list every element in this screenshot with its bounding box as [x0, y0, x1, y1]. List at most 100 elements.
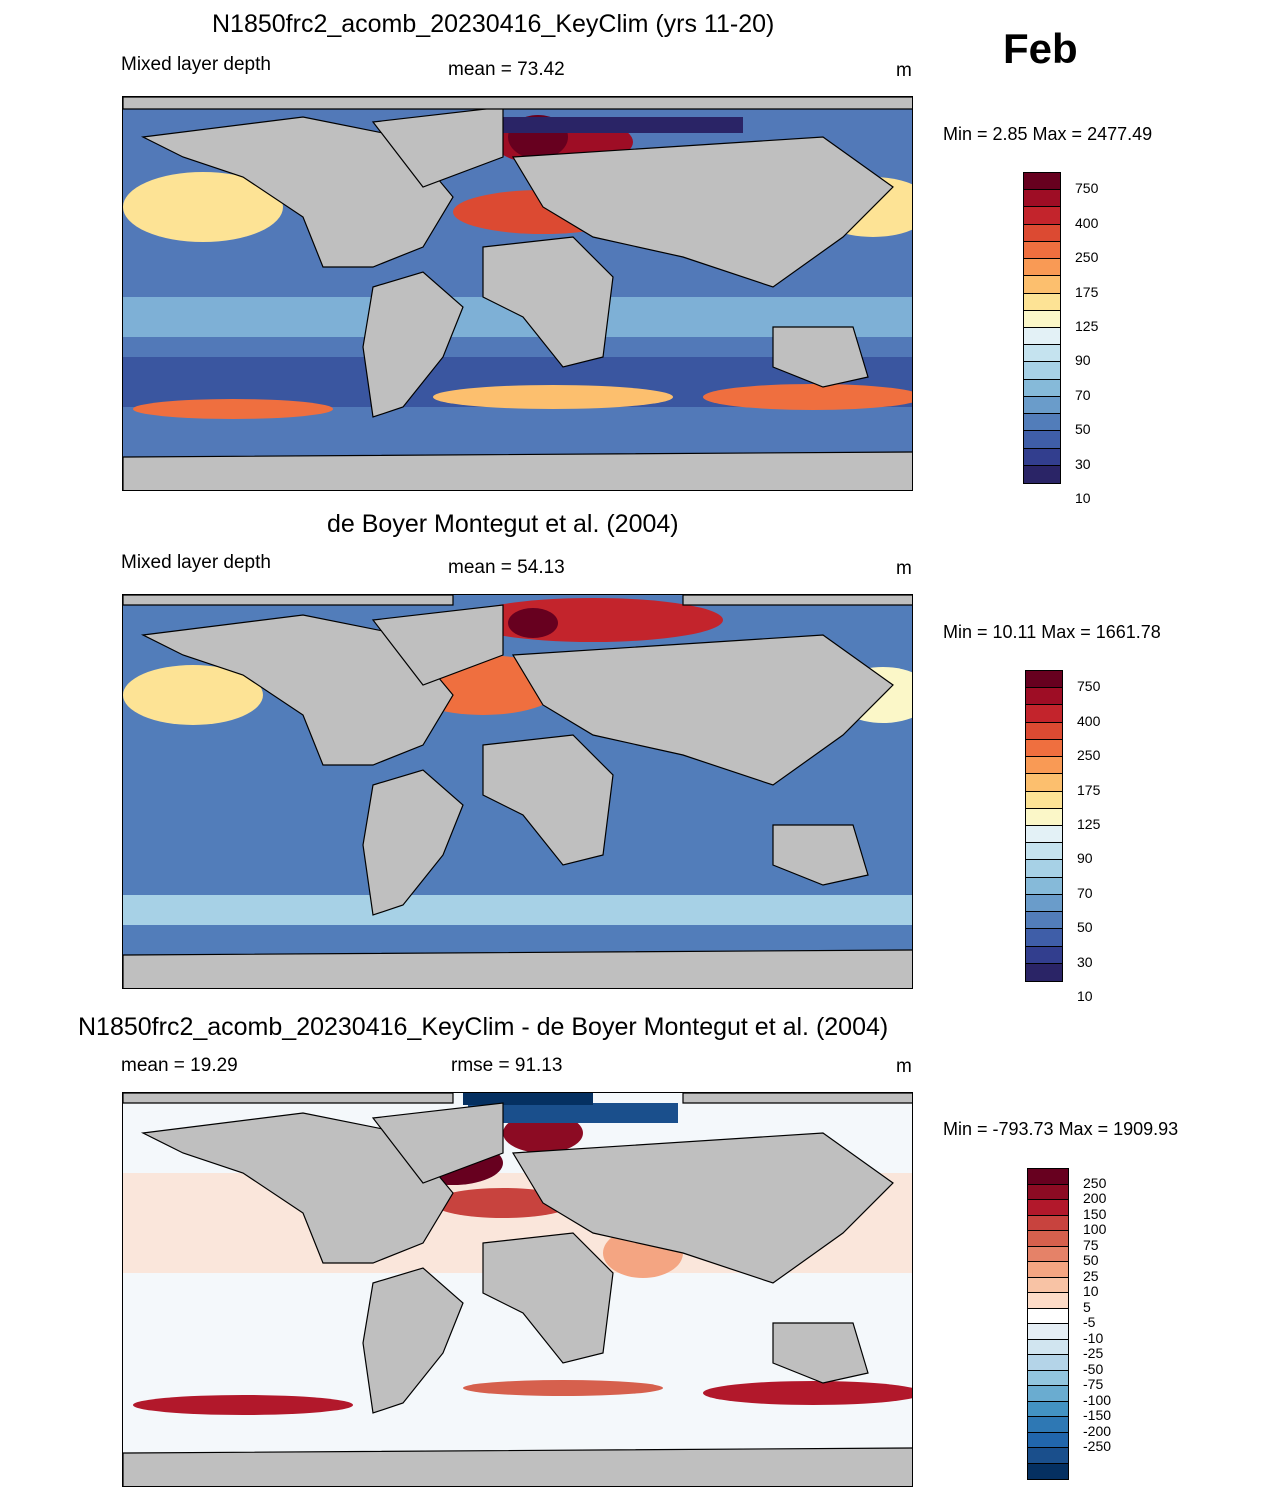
map-difference [122, 1092, 913, 1487]
colorbar-swatch [1028, 1355, 1068, 1371]
panel-title: N1850frc2_acomb_20230416_KeyClim - de Bo… [78, 1013, 889, 1041]
panel-minmax: Min = -793.73 Max = 1909.93 [943, 1119, 1179, 1139]
panel-mean-label: mean = 19.29 [121, 1055, 238, 1076]
panel-minmax: Min = 10.11 Max = 1661.78 [943, 622, 1161, 642]
colorbar-swatch [1028, 1463, 1068, 1479]
colorbar-label: 30 [1077, 953, 1093, 970]
land-masses [123, 1093, 912, 1486]
colorbar-label: 5 [1083, 1298, 1091, 1315]
colorbar-label: 125 [1075, 318, 1099, 334]
colorbar-swatch [1026, 671, 1062, 689]
colorbar-swatch [1028, 1324, 1068, 1340]
panel-rmse-label: rmse = 91.13 [451, 1055, 563, 1076]
colorbar-swatch [1024, 241, 1060, 260]
colorbar-label: -100 [1083, 1391, 1112, 1408]
colorbar-swatch [1026, 860, 1062, 878]
colorbar-label: -25 [1083, 1345, 1104, 1361]
colorbar-swatch [1024, 345, 1060, 363]
colorbar-swatch [1028, 1246, 1068, 1262]
colorbar-swatch [1024, 396, 1060, 415]
colorbar-swatch [1028, 1277, 1068, 1293]
colorbar-swatch [1028, 1386, 1068, 1402]
colorbar-swatch [1028, 1432, 1068, 1448]
colorbar-label: -75 [1083, 1376, 1104, 1392]
colorbar-swatch [1024, 379, 1060, 397]
land-masses [123, 97, 912, 490]
colorbar-swatch [1024, 431, 1060, 449]
panel-units-label: m [896, 1056, 912, 1077]
map-model [122, 96, 913, 491]
colorbar-label: 30 [1075, 455, 1091, 472]
colorbar-label: 200 [1083, 1190, 1107, 1206]
colorbar-swatch [1028, 1448, 1068, 1464]
colorbar-swatch [1028, 1231, 1068, 1247]
colorbar-swatch [1028, 1339, 1068, 1355]
colorbar-swatch [1024, 207, 1060, 225]
map-observations [122, 594, 913, 989]
colorbar-label: 250 [1083, 1174, 1107, 1191]
colorbar-swatch [1028, 1169, 1068, 1185]
colorbar-difference [1027, 1168, 1069, 1480]
colorbar-swatch [1026, 808, 1062, 826]
colorbar-label: -250 [1083, 1438, 1112, 1454]
colorbar-label: -200 [1083, 1422, 1112, 1439]
colorbar-label: 400 [1075, 214, 1099, 231]
colorbar-swatch [1024, 224, 1060, 242]
colorbar-label: 250 [1075, 249, 1099, 266]
colorbar-label: 90 [1077, 850, 1093, 867]
map-difference-svg [123, 1093, 912, 1486]
colorbar-swatch [1028, 1401, 1068, 1417]
colorbar-swatch [1026, 705, 1062, 723]
colorbar-swatch [1028, 1308, 1068, 1324]
colorbar-swatch [1026, 894, 1062, 913]
colorbar-model [1023, 172, 1061, 484]
colorbar-swatch [1024, 328, 1060, 346]
colorbar-swatch [1024, 259, 1060, 277]
panel-units-label: m [896, 558, 912, 579]
panel-mean-label: mean = 73.42 [448, 59, 565, 80]
colorbar-swatch [1028, 1215, 1068, 1231]
colorbar-swatch [1026, 877, 1062, 895]
colorbar-swatch [1024, 448, 1060, 466]
colorbar-label: 125 [1077, 816, 1101, 832]
colorbar-swatch [1024, 173, 1060, 191]
month-label: Feb [1003, 25, 1078, 72]
colorbar-label: 100 [1083, 1221, 1107, 1237]
colorbar-label: 400 [1077, 712, 1101, 729]
colorbar-swatch [1026, 757, 1062, 775]
colorbar-label: 10 [1077, 988, 1093, 1005]
colorbar-swatch [1024, 414, 1060, 432]
colorbar-label: 175 [1077, 781, 1101, 798]
colorbar-label: 750 [1075, 180, 1099, 197]
colorbar-swatch [1024, 310, 1060, 328]
colorbar-swatch [1026, 688, 1062, 706]
map-observations-svg [123, 595, 912, 988]
colorbar-label: 150 [1083, 1205, 1107, 1222]
colorbar-swatch [1024, 362, 1060, 380]
colorbar-swatch [1026, 843, 1062, 861]
colorbar-swatch [1024, 465, 1060, 483]
colorbar-swatch [1026, 722, 1062, 740]
colorbar-label: 70 [1075, 386, 1091, 403]
colorbar-label: -50 [1083, 1360, 1104, 1377]
colorbar-label: 10 [1083, 1283, 1099, 1299]
colorbar-swatch [1028, 1370, 1068, 1386]
colorbar-label: -150 [1083, 1407, 1112, 1423]
colorbar-label: 50 [1083, 1252, 1099, 1268]
panel-mean-label: mean = 54.13 [448, 557, 565, 578]
colorbar-label: -10 [1083, 1329, 1104, 1346]
colorbar-swatch [1024, 293, 1060, 311]
panel-minmax: Min = 2.85 Max = 2477.49 [943, 124, 1153, 144]
colorbar-observations [1025, 670, 1063, 982]
panel-title: de Boyer Montegut et al. (2004) [327, 510, 679, 538]
colorbar-label: 25 [1083, 1267, 1099, 1284]
colorbar-label: -5 [1083, 1314, 1096, 1330]
colorbar-swatch [1024, 190, 1060, 208]
colorbar-swatch [1028, 1262, 1068, 1278]
panel-variable-label: Mixed layer depth [121, 552, 271, 573]
colorbar-label: 10 [1075, 490, 1091, 507]
colorbar-swatch [1026, 826, 1062, 844]
panel-title: N1850frc2_acomb_20230416_KeyClim (yrs 11… [212, 10, 775, 38]
colorbar-swatch [1028, 1417, 1068, 1433]
colorbar-label: 50 [1075, 421, 1091, 438]
